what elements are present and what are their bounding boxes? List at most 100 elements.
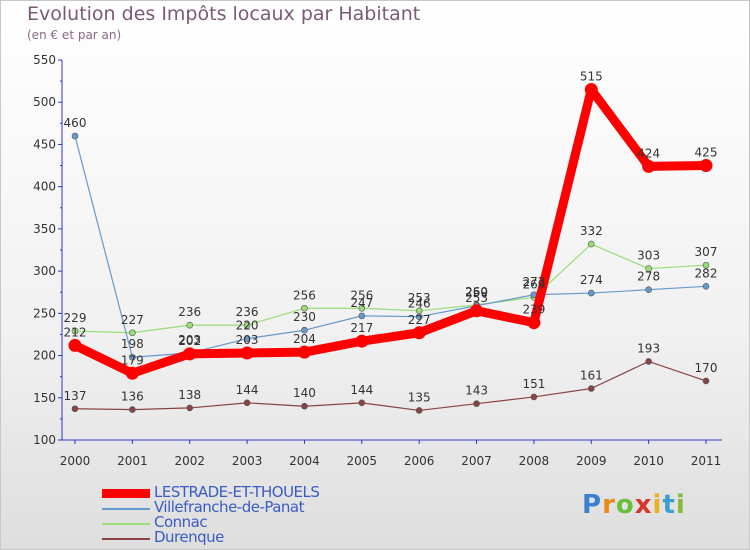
data-label: 460: [64, 116, 87, 130]
data-label: 202: [178, 334, 201, 348]
y-tick-label: 450: [33, 137, 56, 151]
series-line: [74, 243, 707, 334]
y-tick-label: 500: [33, 95, 56, 109]
data-label: 212: [64, 325, 87, 339]
data-label: 230: [293, 310, 316, 324]
data-label: 140: [293, 386, 316, 400]
x-tick-label: 2008: [519, 454, 550, 468]
data-label: 236: [236, 305, 259, 319]
data-point: [297, 345, 311, 359]
data-label: 161: [580, 368, 603, 382]
data-label: 144: [236, 383, 259, 397]
legend-swatch: [102, 522, 150, 525]
data-point: [415, 407, 423, 414]
data-point: [71, 132, 79, 140]
x-tick-label: 2003: [232, 454, 263, 468]
data-point: [527, 316, 541, 330]
data-point: [587, 240, 595, 248]
data-label: 515: [580, 70, 603, 84]
data-label: 136: [121, 390, 144, 404]
data-point: [358, 312, 366, 320]
data-label: 425: [695, 146, 718, 160]
data-label: 203: [236, 333, 259, 347]
legend-label: LESTRADE-ET-THOUELS: [154, 483, 320, 501]
data-label: 170: [695, 361, 718, 375]
data-label: 424: [637, 146, 660, 160]
data-label: 256: [293, 288, 316, 302]
x-tick-label: 2002: [174, 454, 205, 468]
data-label: 256: [350, 288, 373, 302]
y-tick-label: 350: [33, 222, 56, 236]
data-label: 227: [121, 313, 144, 327]
data-label: 138: [178, 388, 201, 402]
legend-label: Connac: [154, 513, 208, 531]
data-point: [645, 286, 652, 293]
data-label: 278: [637, 270, 660, 284]
data-point: [71, 327, 79, 335]
data-label: 227: [408, 313, 431, 327]
data-point: [412, 326, 426, 340]
data-label: 135: [408, 390, 431, 404]
data-label: 193: [637, 341, 660, 355]
data-label: 260: [465, 285, 488, 299]
data-point: [358, 399, 366, 407]
data-point: [129, 329, 136, 337]
data-label: 236: [178, 305, 201, 319]
data-point: [702, 377, 710, 385]
y-tick-label: 200: [33, 349, 56, 363]
y-tick-label: 250: [33, 306, 56, 320]
data-point: [415, 313, 423, 321]
x-tick-label: 2000: [60, 454, 91, 468]
y-tick-label: 400: [33, 180, 56, 194]
x-tick-label: 2009: [576, 454, 607, 468]
data-point: [301, 304, 308, 312]
data-point: [358, 304, 366, 312]
series-line: [74, 135, 707, 358]
legend-swatch: [102, 507, 150, 510]
data-point: [587, 289, 595, 297]
series-line: [70, 85, 711, 378]
x-tick-label: 2007: [461, 454, 492, 468]
data-label: 198: [121, 337, 144, 351]
data-label: 247: [350, 296, 373, 310]
data-label: 272: [522, 275, 545, 289]
chart-subtitle: (en € et par an): [27, 28, 122, 42]
data-point: [301, 326, 308, 334]
data-point: [243, 335, 251, 342]
data-point: [186, 404, 194, 412]
data-label: 229: [64, 311, 87, 325]
x-tick-label: 2005: [347, 454, 378, 468]
y-tick-label: 300: [33, 264, 56, 278]
x-tick-label: 2006: [404, 454, 435, 468]
data-point: [243, 321, 251, 329]
x-tick-label: 2010: [633, 454, 664, 468]
data-point: [702, 261, 710, 269]
data-point: [645, 358, 652, 365]
data-label: 220: [236, 319, 259, 333]
data-point: [584, 83, 598, 97]
data-point: [355, 334, 369, 348]
data-label: 274: [580, 273, 603, 287]
legend-label: Durenque: [154, 528, 224, 546]
data-point: [587, 385, 595, 392]
data-point: [125, 366, 139, 380]
data-point: [243, 399, 251, 407]
data-point: [129, 353, 136, 361]
data-label: 151: [522, 377, 545, 391]
legend-swatch: [102, 489, 150, 498]
data-label: 303: [637, 249, 660, 263]
data-label: 143: [465, 384, 488, 398]
data-label: 259: [465, 286, 488, 300]
data-point: [183, 347, 197, 361]
y-tick-label: 550: [33, 53, 56, 67]
data-label: 217: [350, 321, 373, 335]
data-label: 269: [522, 277, 545, 291]
data-label: 137: [64, 389, 87, 403]
data-label: 332: [580, 224, 603, 238]
legend-swatch: [102, 537, 150, 540]
data-point: [129, 406, 136, 413]
data-point: [645, 265, 652, 272]
data-label: 239: [522, 303, 545, 317]
data-point: [68, 338, 82, 352]
